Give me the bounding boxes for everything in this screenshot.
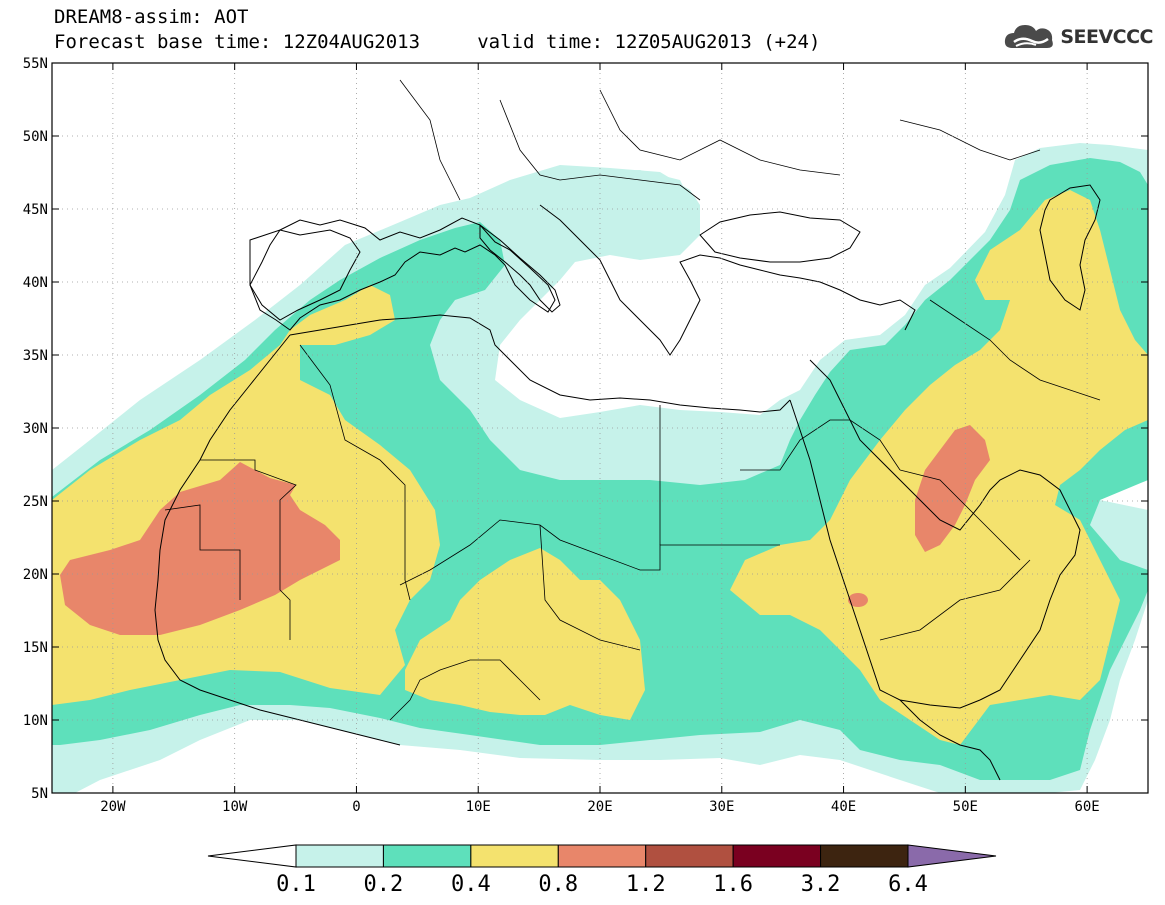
lon-tick-label: 50E — [953, 799, 978, 815]
colorbar-box — [470, 844, 559, 868]
lat-tick-label: 30N — [23, 421, 48, 437]
lon-tick-label: 30E — [709, 799, 734, 815]
aot-fill-level4-yemen — [848, 593, 868, 607]
lat-tick-label: 50N — [23, 129, 48, 145]
lon-tick-label: 0 — [352, 799, 360, 815]
cloud-logo-icon — [1005, 25, 1054, 48]
colorbar-box — [382, 844, 472, 868]
coastlines — [154, 184, 1101, 781]
lon-tick-label: 40E — [831, 799, 856, 815]
lon-tick-label: 20W — [100, 799, 126, 815]
colorbar-box — [645, 844, 734, 868]
colorbar-low-triangle — [207, 844, 297, 868]
aot-fill-level3-chad — [405, 548, 645, 720]
colorbar-box — [295, 844, 384, 868]
lat-tick-label: 40N — [23, 275, 48, 291]
colorbar-label: 1.2 — [626, 872, 666, 897]
colorbar-label: 6.4 — [888, 872, 928, 897]
lat-tick-label: 15N — [23, 640, 48, 656]
lon-tick-label: 60E — [1074, 799, 1099, 815]
axis-ticks: 20W 10W 0 10E 20E 30E 40E 50E 60E 55N 50N 45N 40N 35N… — [23, 56, 1148, 815]
lon-tick-label: 20E — [587, 799, 612, 815]
lat-tick-label: 20N — [23, 567, 48, 583]
aot-fill-level1-balkans — [560, 170, 690, 235]
colorbar-label: 1.6 — [713, 872, 753, 897]
colorbar-label: 3.2 — [801, 872, 841, 897]
colorbar-box — [820, 844, 909, 868]
country-borders — [164, 79, 1101, 721]
grid-lines — [52, 63, 1148, 793]
lat-tick-label: 35N — [23, 348, 48, 364]
colorbar-label: 0.1 — [276, 872, 316, 897]
aot-fill-level4-iraq — [915, 425, 990, 552]
colorbar-label: 0.2 — [364, 872, 404, 897]
logo-text: SEEVCCC — [1060, 26, 1153, 48]
map-title: DREAM8-assim: AOT — [54, 6, 249, 28]
colorbar-high-triangle — [907, 844, 997, 868]
aot-colorbar: 0.1 0.2 0.4 0.8 1.2 1.6 3.2 6.4 — [207, 844, 997, 897]
colorbar-box — [732, 844, 822, 868]
lat-tick-label: 45N — [23, 202, 48, 218]
lat-tick-label: 55N — [23, 56, 48, 72]
colorbar-box — [557, 844, 647, 868]
colorbar-label: 0.8 — [538, 872, 578, 897]
lat-tick-label: 25N — [23, 494, 48, 510]
lat-tick-label: 10N — [23, 713, 48, 729]
lon-tick-label: 10W — [222, 799, 248, 815]
colorbar-label: 0.4 — [451, 872, 491, 897]
seevccc-logo: SEEVCCC — [1002, 20, 1153, 54]
lat-tick-label: 5N — [31, 786, 48, 802]
lon-tick-label: 10E — [466, 799, 491, 815]
forecast-time-line: Forecast base time: 12Z04AUG2013 valid t… — [54, 31, 821, 53]
